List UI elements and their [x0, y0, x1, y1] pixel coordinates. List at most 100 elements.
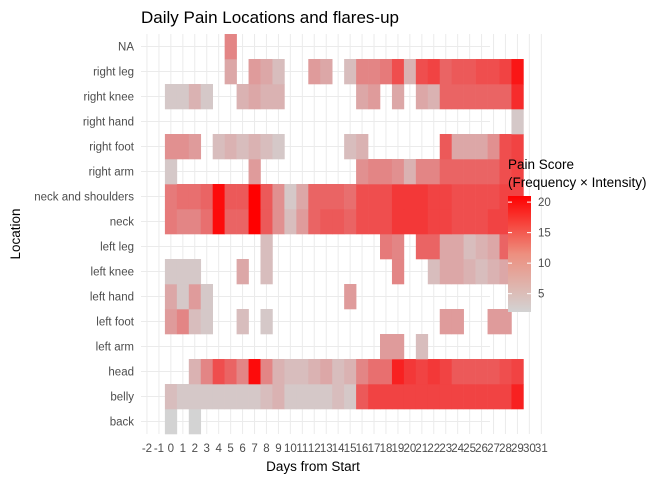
tile-right-leg-day-5	[224, 59, 237, 85]
tile-neck-day-18	[380, 209, 393, 235]
x-tick-27: 27	[487, 443, 500, 455]
x-tick-30: 30	[523, 443, 536, 455]
tile-left-leg-day-19	[391, 234, 405, 260]
heatmap-tiles	[164, 34, 524, 435]
tile-right-knee-day-23	[439, 84, 452, 110]
y-tick-right-foot: right foot	[89, 142, 135, 154]
tile-left-knee-day-19	[391, 259, 405, 285]
tile-right-foot-day-6	[236, 134, 249, 160]
tile-neck-and-shoulders-day-9	[272, 184, 285, 210]
tile-head-day-16	[356, 359, 369, 385]
chart-title: Daily Pain Locations and flares-up	[141, 8, 399, 27]
x-tick-7: 7	[251, 443, 257, 455]
y-tick-labels: back belly head left arm left foot left hand l…	[34, 42, 135, 429]
tile-belly-day-21	[415, 384, 429, 410]
x-tick-1: 1	[180, 443, 186, 455]
tile-left-leg-day-22	[427, 234, 441, 260]
tile-right-leg-day-25	[463, 59, 476, 85]
tile-left-foot-day-23	[439, 309, 452, 335]
tile-right-leg-day-28	[499, 59, 512, 85]
tile-neck-day-14	[332, 209, 345, 235]
tile-left-leg-day-8	[260, 234, 273, 260]
tile-left-knee-day-26	[475, 259, 488, 285]
tile-belly-day-19	[391, 384, 405, 410]
legend-tick-label-20: 20	[538, 197, 551, 209]
tile-right-knee-day-3	[200, 84, 213, 110]
tile-head-day-9	[272, 359, 285, 385]
tile-neck-day-23	[439, 209, 452, 235]
tile-neck-and-shoulders-day-6	[236, 184, 249, 210]
x-tick-0: 0	[168, 443, 174, 455]
tile-belly-day-5	[224, 384, 237, 410]
tile-belly-day-25	[463, 384, 476, 410]
tile-neck-day-0	[164, 209, 178, 235]
tile-head-day-3	[200, 359, 213, 385]
tile-head-day-25	[463, 359, 476, 385]
tile-left-knee-day-27	[487, 259, 500, 285]
tile-right-foot-day-15	[344, 134, 357, 160]
x-tick-23: 23	[439, 443, 452, 455]
tile-left-arm-day-21	[415, 334, 429, 360]
tile-right-knee-day-24	[451, 84, 464, 110]
tile-neck-and-shoulders-day-3	[200, 184, 213, 210]
tile-right-arm-day-27	[487, 159, 500, 185]
tile-head-day-7	[248, 359, 261, 385]
tile-right-arm-day-28	[499, 159, 512, 185]
tile-right-foot-day-25	[463, 134, 476, 160]
tile-head-day-26	[475, 359, 488, 385]
tile-right-leg-day-8	[260, 59, 273, 85]
tile-right-hand-day-29	[511, 109, 524, 135]
tile-left-knee-day-6	[236, 259, 249, 285]
tile-head-day-11	[296, 359, 309, 385]
y-tick-right-hand: right hand	[83, 117, 134, 129]
tile-neck-and-shoulders-day-2	[188, 184, 202, 210]
tile-right-arm-day-0	[164, 159, 178, 185]
tile-right-leg-day-15	[344, 59, 357, 85]
tile-belly-day-8	[260, 384, 273, 410]
tile-neck-and-shoulders-day-11	[296, 184, 309, 210]
x-tick-28: 28	[499, 443, 512, 455]
x-tick-21: 21	[415, 443, 428, 455]
tile-neck-day-4	[212, 209, 225, 235]
tile-left-knee-day-0	[164, 259, 178, 285]
tile-right-leg-day-7	[248, 59, 261, 85]
legend: Pain Score (Frequency × Intensity) 5 10 15…	[508, 157, 646, 312]
tile-belly-day-17	[368, 384, 381, 410]
tile-neck-and-shoulders-day-8	[260, 184, 273, 210]
tile-left-knee-day-24	[451, 259, 464, 285]
tile-left-foot-day-3	[200, 309, 213, 335]
tile-head-day-8	[260, 359, 273, 385]
x-tick-12: 12	[308, 443, 321, 455]
tile-neck-day-2	[188, 209, 202, 235]
tile-right-leg-day-19	[391, 59, 405, 85]
tile-right-leg-day-16	[356, 59, 369, 85]
tile-belly-day-10	[284, 384, 297, 410]
tile-belly-day-29	[511, 384, 524, 410]
tile-neck-day-27	[487, 209, 500, 235]
tile-neck-and-shoulders-day-0	[164, 184, 178, 210]
tile-right-knee-day-9	[272, 84, 285, 110]
tile-head-day-18	[380, 359, 393, 385]
tile-right-leg-day-24	[451, 59, 464, 85]
tile-belly-day-14	[332, 384, 345, 410]
tile-belly-day-7	[248, 384, 261, 410]
legend-tick-label-5: 5	[538, 289, 544, 301]
tile-right-arm-day-26	[475, 159, 488, 185]
tile-left-hand-day-0	[164, 284, 178, 310]
tile-left-knee-day-25	[463, 259, 476, 285]
tile-neck-and-shoulders-day-13	[320, 184, 333, 210]
tile-right-arm-day-21	[415, 159, 429, 185]
tile-neck-day-11	[296, 209, 309, 235]
x-tick-26: 26	[475, 443, 488, 455]
tile-right-knee-day-6	[236, 84, 249, 110]
tile-left-hand-day-15	[344, 284, 357, 310]
tile-belly-day-1	[176, 384, 190, 410]
y-tick-neck: neck	[110, 217, 135, 229]
tile-left-foot-day-1	[176, 309, 190, 335]
tile-left-knee-day-22	[427, 259, 441, 285]
tile-right-foot-day-4	[212, 134, 225, 160]
tile-right-leg-day-20	[403, 59, 417, 85]
tile-neck-and-shoulders-day-22	[427, 184, 441, 210]
tile-head-day-23	[439, 359, 452, 385]
tile-right-foot-day-23	[439, 134, 452, 160]
